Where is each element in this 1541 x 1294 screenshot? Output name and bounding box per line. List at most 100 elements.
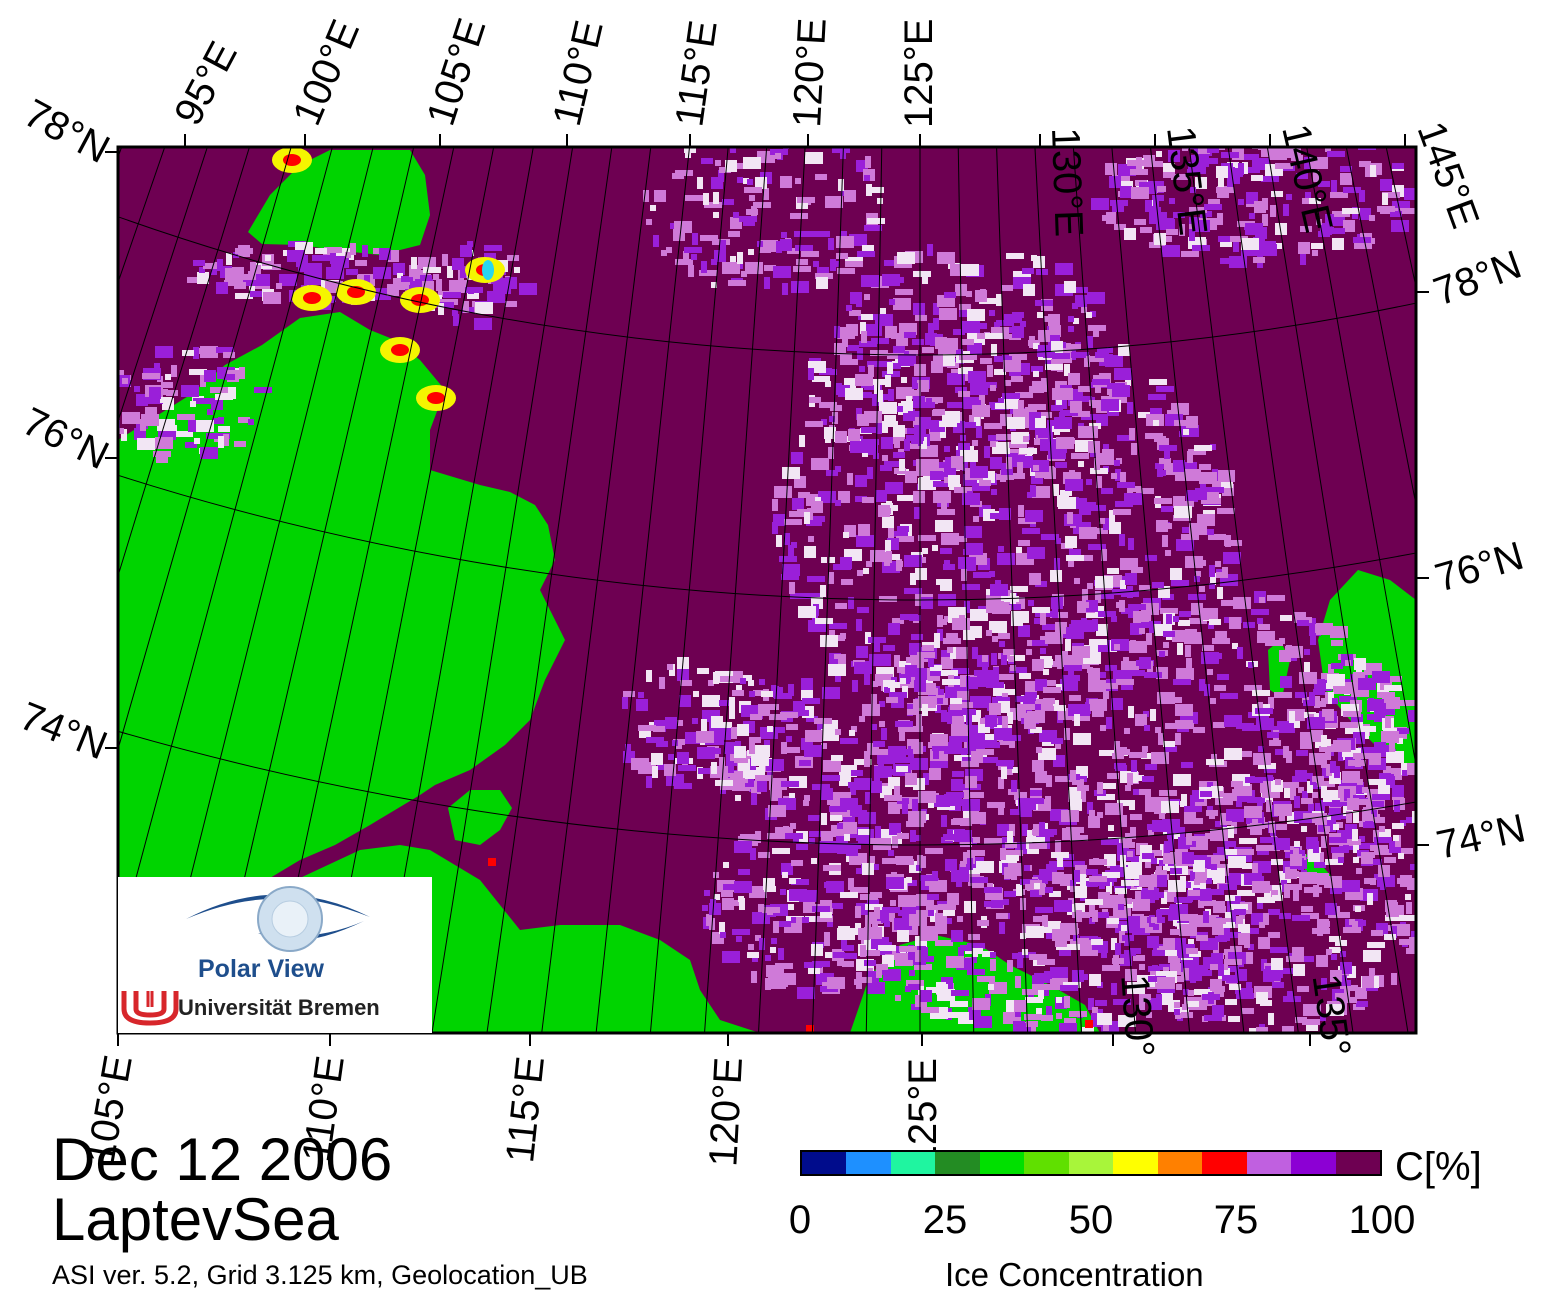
ice-cell — [1245, 777, 1263, 783]
ice-cell — [1049, 891, 1061, 897]
ice-cell — [1302, 791, 1308, 803]
ice-cell — [1033, 465, 1039, 471]
ice-cell — [965, 776, 977, 788]
ice-cell — [991, 344, 997, 356]
ice-cell — [1060, 679, 1078, 691]
ice-cell — [1105, 803, 1123, 815]
ice-cell — [962, 493, 980, 505]
ice-cell — [1338, 857, 1344, 863]
ice-cell — [927, 244, 933, 256]
ice-cell — [107, 392, 113, 404]
ice-cell — [1321, 978, 1327, 990]
ice-cell — [944, 446, 950, 452]
ice-cell — [696, 731, 714, 743]
ice-cell — [646, 776, 652, 788]
ice-cell — [1275, 163, 1293, 169]
ice-cell — [677, 752, 689, 764]
ice-cell — [1206, 124, 1218, 136]
ice-cell — [872, 681, 878, 687]
ice-cell — [832, 659, 838, 665]
ice-cell — [909, 667, 915, 673]
ice-cell — [1089, 876, 1107, 882]
ice-cell — [759, 247, 771, 253]
ice-cell — [1257, 618, 1263, 624]
ice-cell — [867, 899, 879, 905]
ice-cell — [989, 571, 995, 577]
ice-cell — [817, 722, 823, 734]
ice-cell — [1239, 838, 1257, 844]
ice-cell — [819, 841, 837, 853]
ice-cell — [1174, 897, 1192, 903]
ice-cell — [1022, 528, 1040, 534]
ice-cell — [1265, 891, 1271, 903]
ice-cell — [1173, 496, 1185, 508]
ice-cell — [765, 116, 771, 122]
ice-cell — [1181, 1012, 1193, 1018]
ice-cell — [753, 690, 765, 696]
ice-cell — [737, 724, 749, 736]
ice-cell — [734, 746, 746, 758]
ice-cell — [1043, 990, 1049, 996]
meridian-line — [704, 147, 768, 1033]
ice-cell — [1008, 656, 1014, 662]
ice-cell — [793, 266, 811, 272]
graticule-label: 130°E — [1043, 127, 1091, 238]
ice-cell — [1325, 859, 1343, 865]
ice-cell — [788, 684, 794, 696]
ice-cell — [1410, 864, 1416, 870]
ice-cell — [326, 267, 344, 279]
ice-cell — [810, 520, 822, 526]
ice-cell — [1174, 1009, 1180, 1015]
ice-cell — [1139, 585, 1151, 591]
ice-cell — [805, 730, 823, 742]
ice-cell — [1007, 712, 1013, 724]
ice-cell — [1091, 939, 1103, 945]
ice-cell — [947, 373, 965, 385]
ice-cell — [969, 314, 975, 320]
ice-cell — [1056, 1013, 1062, 1019]
ice-cell — [449, 281, 467, 293]
ice-cell — [907, 709, 919, 715]
ice-cell — [1092, 705, 1104, 717]
ice-cell — [809, 397, 821, 403]
graticule-label: 74°N — [14, 694, 113, 768]
ice-cell — [1327, 228, 1345, 234]
ice-cell — [764, 277, 770, 289]
ice-cell — [1087, 336, 1093, 348]
ice-cell — [952, 771, 964, 777]
ice-cell — [1224, 540, 1242, 546]
ice-cell — [1228, 1016, 1240, 1022]
ice-cell — [1359, 190, 1365, 202]
footer-info: ASI ver. 5.2, Grid 3.125 km, Geolocation… — [52, 1260, 588, 1290]
ice-cell — [817, 267, 829, 273]
ice-cell — [199, 267, 205, 273]
ice-cell — [957, 916, 963, 922]
ice-cell — [933, 303, 939, 315]
ice-cell — [847, 473, 853, 485]
ice-cell — [1115, 181, 1133, 187]
ice-cell — [846, 324, 858, 336]
ice-cell — [935, 922, 947, 934]
ice-cell — [1343, 220, 1355, 232]
ice-cell — [932, 545, 938, 551]
ice-cell — [670, 223, 676, 229]
ice-cell — [181, 385, 199, 397]
ice-cell — [1171, 580, 1189, 586]
ice-cell — [854, 759, 872, 765]
ice-cell — [254, 387, 272, 393]
ice-cell — [1252, 690, 1270, 696]
ice-cell — [967, 850, 985, 856]
ice-cell — [710, 899, 716, 905]
ice-cell — [684, 147, 696, 153]
ice-cell — [1086, 356, 1104, 362]
ice-cell — [871, 724, 877, 730]
ice-cell — [835, 729, 841, 735]
ice-cell — [704, 202, 722, 208]
ice-cell — [685, 195, 703, 201]
ice-cell — [1199, 679, 1205, 691]
ice-cell — [1098, 783, 1116, 789]
ice-cell — [781, 574, 799, 580]
ice-cell — [959, 304, 971, 310]
ice-cell — [1200, 608, 1218, 620]
ice-cell — [1213, 855, 1225, 861]
